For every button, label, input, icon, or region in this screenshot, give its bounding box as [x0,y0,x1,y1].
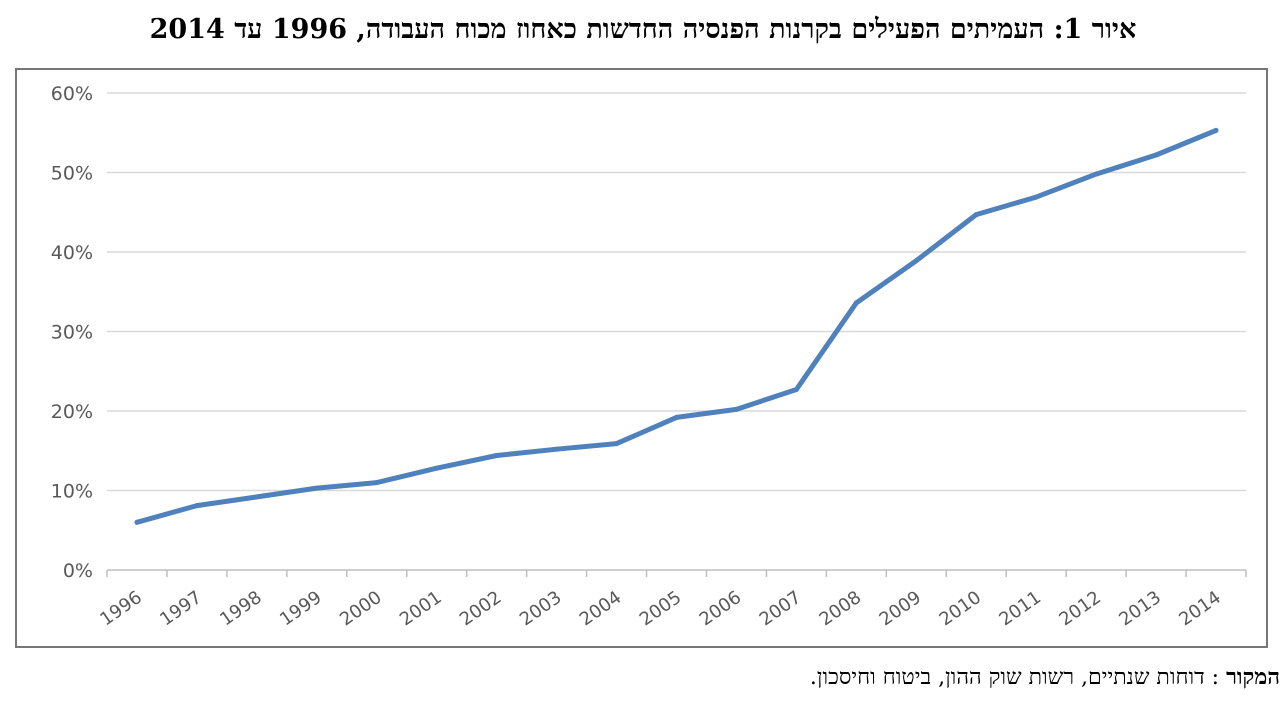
x-tick-label-2011: 2011 [995,587,1045,630]
x-tick-label-2009: 2009 [876,587,926,630]
data-point-2013 [1153,152,1159,158]
x-tick-label-2000: 2000 [336,587,386,630]
data-point-2011 [1033,194,1039,200]
x-tick-label-2010: 2010 [936,587,986,630]
data-point-1997 [194,503,200,509]
x-tick-label-2002: 2002 [456,587,506,630]
x-tick-label-1999: 1999 [276,587,326,630]
data-point-2001 [434,465,440,471]
data-point-2003 [554,446,560,452]
data-point-1999 [314,485,320,491]
x-axis-ticks: 1996 1997 1998 1999 2000 2001 2002 2003 2004 2005… [96,587,1225,630]
y-tick-label-30: 30% [51,322,93,344]
data-point-2002 [494,453,500,459]
y-tick-label-50: 50% [51,163,93,185]
data-point-2014 [1213,127,1219,133]
chart-frame [15,68,1268,648]
x-tick-label-1996: 1996 [96,587,146,630]
data-point-2009 [913,258,919,264]
y-tick-label-10: 10% [51,481,93,503]
x-tick-label-2008: 2008 [816,587,866,630]
data-point-2008 [853,300,859,306]
x-tick-label-2012: 2012 [1055,587,1105,630]
x-tick-label-2006: 2006 [696,587,746,630]
data-point-2006 [733,406,739,412]
y-tick-label-60: 60% [51,83,93,105]
y-tick-label-20: 20% [51,401,93,423]
data-point-2004 [614,441,620,447]
x-tick-label-2005: 2005 [636,587,686,630]
x-tick-label-1998: 1998 [216,587,266,630]
x-tick-label-2003: 2003 [516,587,566,630]
x-tick-label-2014: 2014 [1175,587,1225,630]
x-tick-label-2007: 2007 [756,587,806,630]
chart-title: איור 1: העמיתים הפעילים בקרנות הפנסיה הח… [149,14,1137,45]
data-point-2010 [973,212,979,218]
x-tick-label-1997: 1997 [156,587,206,630]
x-axis [106,569,1247,577]
data-point-1998 [254,494,260,500]
data-point-2000 [374,480,380,486]
data-point-2012 [1093,171,1099,177]
series-line-0 [134,127,1219,525]
data-point-1996 [134,519,140,525]
series-group [134,127,1219,525]
data-point-2007 [793,387,799,393]
x-tick-label-2004: 2004 [576,587,626,630]
x-tick-label-2013: 2013 [1115,587,1165,630]
x-tick-label-2001: 2001 [396,587,446,630]
y-tick-label-0: 0% [63,560,93,582]
y-tick-label-40: 40% [51,242,93,264]
source-text: דוחות שנתיים, רשות שוק ההון, ביטוח וחיסכ… [809,665,1205,690]
gridlines [107,92,1246,492]
line-chart: 0%10%20%30%40%50%60% 1996 1997 1998 1999 200… [51,83,1247,630]
y-axis-ticks: 0% 10% 20% 30% 40% 50% 60% [51,83,93,582]
source-label: המקור [1226,664,1280,690]
source-separator: : [1204,665,1227,690]
data-point-2005 [674,414,679,420]
source-note: המקור : דוחות שנתיים, רשות שוק ההון, ביט… [0,660,1280,694]
